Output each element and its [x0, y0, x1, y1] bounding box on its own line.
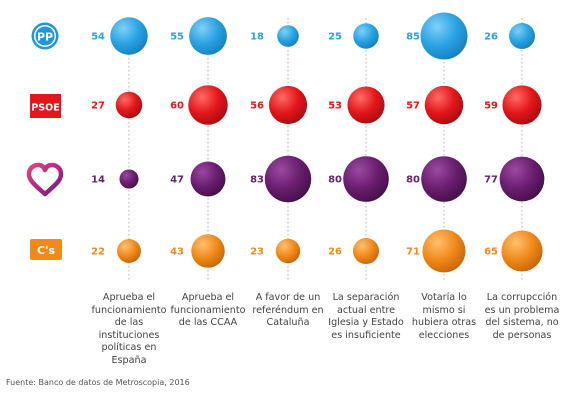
category-label: La corrupcción es un problema del sistema,… [482, 292, 562, 342]
psoe-bubble [188, 85, 228, 125]
category-label-line: referéndum en [252, 304, 324, 316]
podemos-value-label: 80 [328, 175, 342, 186]
category-label-line: Votaría lo [421, 292, 467, 303]
psoe-bubble [424, 85, 464, 125]
pp-bubble [110, 17, 148, 55]
pp-value-label: 85 [406, 32, 420, 43]
cs-bubble [117, 239, 141, 263]
cs-logo: C's [30, 239, 62, 260]
podemos-bubble [421, 156, 467, 202]
pp-logo: PP [31, 22, 59, 50]
source-note: Fuente: Banco de datos de Metroscopia, 2… [6, 378, 190, 387]
podemos-bubble [190, 161, 226, 197]
bubbles-layer [110, 12, 545, 273]
podemos-value-label: 83 [250, 175, 264, 186]
podemos-bubble [499, 156, 545, 202]
pp-value-label: 18 [250, 32, 264, 43]
psoe-logo-text: PSOE [31, 103, 59, 114]
pp-value-label: 55 [170, 32, 184, 43]
psoe-bubble [347, 86, 385, 124]
category-label-line: La separación [332, 292, 400, 303]
cs-value-label: 71 [406, 247, 420, 258]
psoe-value-label: 27 [91, 101, 105, 112]
cs-bubble [501, 230, 543, 272]
column-gridlines [128, 18, 523, 282]
category-label: A favor de un referéndum en Cataluña [248, 292, 328, 330]
category-label-line: A favor de un [255, 292, 321, 303]
psoe-bubble [115, 91, 143, 119]
podemos-value-label: 80 [406, 175, 420, 186]
pp-bubble [277, 25, 299, 47]
pp-bubble [353, 23, 379, 49]
cs-logo-text: C's [37, 244, 55, 257]
category-label-line: de las CCAA [178, 317, 238, 329]
category-label: Aprueba el funcionamiento de las institucio… [89, 292, 169, 368]
psoe-bubble [268, 85, 308, 125]
psoe-value-label: 53 [328, 101, 342, 112]
category-label-line: elecciones [418, 329, 470, 341]
category-label-line: de las [114, 317, 144, 329]
value-labels-layer: 54 55 18 25 85 26 27 60 56 53 57 59 14 47 83 80 80 77 22 43… [91, 32, 498, 258]
category-label-line: hubiera otras [411, 317, 477, 329]
cs-value-label: 65 [484, 247, 498, 258]
cs-bubble [422, 229, 466, 273]
pp-bubble [420, 12, 468, 60]
pp-bubble [509, 23, 535, 49]
pp-value-label: 25 [328, 32, 342, 43]
category-label-line: España [111, 354, 147, 366]
podemos-value-label: 77 [484, 175, 498, 186]
category-label: La separación actual entre Iglesia y Estad… [326, 292, 406, 342]
psoe-value-label: 60 [170, 101, 184, 112]
category-label: Votaría lo mismo si hubiera otras eleccione… [404, 292, 484, 342]
category-label-line: es insuficiente [331, 329, 401, 341]
category-label-line: Aprueba el [181, 292, 235, 303]
category-label-line: políticas en [101, 342, 157, 354]
category-label-line: instituciones [98, 329, 160, 341]
cs-value-label: 26 [328, 247, 342, 258]
pp-logo-text: PP [37, 31, 53, 44]
category-label-line: Iglesia y Estado [328, 317, 404, 329]
category-label-line: es un problema [484, 304, 560, 316]
podemos-bubble [119, 169, 139, 189]
pp-value-label: 26 [484, 32, 498, 43]
psoe-value-label: 57 [406, 101, 420, 112]
psoe-value-label: 59 [484, 101, 498, 112]
pp-value-label: 54 [91, 32, 105, 43]
cs-bubble [353, 238, 379, 264]
category-label-line: Cataluña [266, 317, 310, 329]
podemos-heart-icon [26, 162, 64, 197]
category-label: Aprueba el funcionamiento de las CCAA [168, 292, 248, 330]
cs-value-label: 22 [91, 247, 105, 258]
podemos-value-label: 14 [91, 175, 105, 186]
category-label-line: mismo si [422, 304, 466, 316]
cs-bubble [275, 238, 301, 264]
podemos-bubble [264, 155, 312, 203]
category-label-line: La corrupcción [486, 292, 558, 303]
cs-bubble [191, 234, 225, 268]
category-label-line: actual entre [337, 304, 395, 316]
category-label-line: funcionamiento [170, 304, 246, 316]
podemos-bubble [343, 156, 389, 202]
category-label-line: de personas [492, 329, 552, 341]
cs-value-label: 23 [250, 247, 264, 258]
podemos-value-label: 47 [170, 175, 184, 186]
psoe-value-label: 56 [250, 101, 264, 112]
pp-bubble [189, 17, 227, 55]
cs-value-label: 43 [170, 247, 184, 258]
category-label-line: funcionamiento [91, 304, 167, 316]
psoe-bubble [502, 85, 542, 125]
category-label-line: del sistema, no [485, 317, 559, 329]
psoe-logo: PSOE [30, 94, 61, 118]
category-label-line: Aprueba el [102, 292, 156, 303]
